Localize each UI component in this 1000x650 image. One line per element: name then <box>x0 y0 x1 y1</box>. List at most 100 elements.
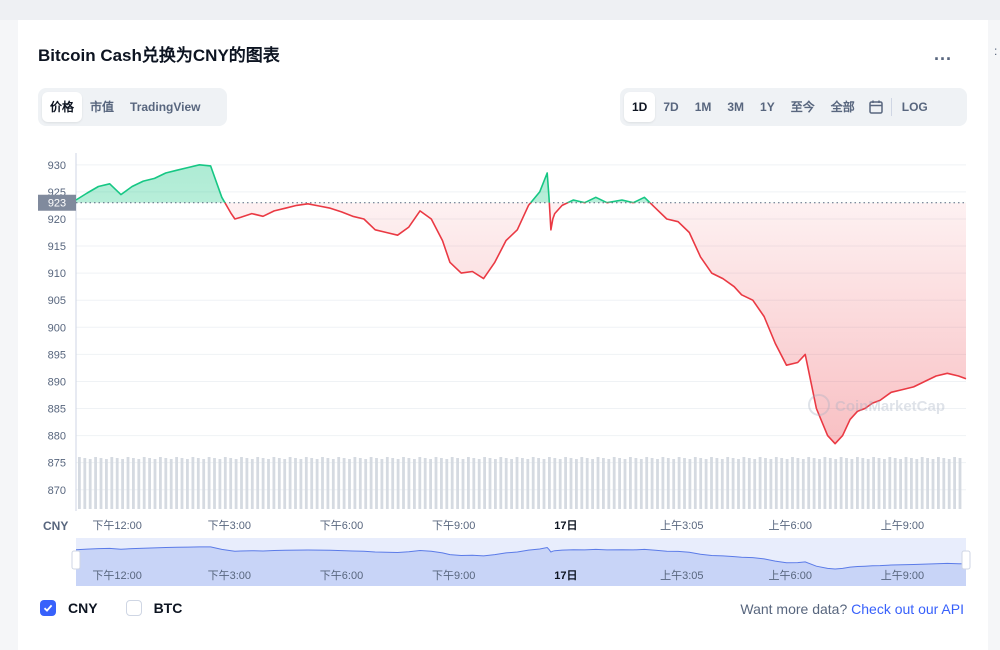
legend-label-cny: CNY <box>68 600 98 616</box>
legend-item-btc[interactable]: BTC <box>125 600 182 616</box>
x-tick-label: 上午3:05 <box>660 519 703 532</box>
volume-bar <box>148 458 151 509</box>
volume-bar <box>418 457 422 509</box>
volume-bar <box>877 458 881 509</box>
navigator-tick-label: 下午3:00 <box>208 569 251 582</box>
volume-bar <box>288 457 292 509</box>
volume-bar <box>688 459 692 509</box>
more-options-button[interactable]: ... <box>934 44 953 64</box>
check-icon[interactable] <box>40 600 56 616</box>
tab-market-cap[interactable]: 市值 <box>90 100 115 114</box>
volume-bar <box>456 458 459 509</box>
navigator-tick-label: 下午12:00 <box>92 569 142 582</box>
volume-bar <box>423 458 427 509</box>
volume-bar <box>402 457 405 509</box>
volume-bar <box>240 457 243 509</box>
x-axis-currency-label: CNY <box>43 519 68 533</box>
volume-bar <box>380 459 384 509</box>
volume-bar <box>283 459 287 509</box>
api-link[interactable]: Check out our API <box>851 601 964 617</box>
volume-bar <box>483 457 486 509</box>
price-chart[interactable]: 9309259209159109059008958908858808758709… <box>0 0 1000 600</box>
volume-bar <box>834 459 838 509</box>
volume-bar <box>331 459 335 509</box>
volume-bar <box>683 458 686 509</box>
volume-bar <box>602 458 605 509</box>
volume-bar <box>137 459 141 509</box>
volume-bar <box>261 458 265 509</box>
volume-bar <box>488 458 492 509</box>
volume-bar <box>304 457 308 509</box>
volume-bar <box>634 458 638 509</box>
volume-bar <box>872 457 875 509</box>
volume-bar <box>142 457 146 509</box>
navigator-right-handle[interactable] <box>961 550 971 570</box>
volume-bar <box>153 459 157 509</box>
volume-bar <box>650 458 654 509</box>
volume-bar <box>812 458 816 509</box>
volume-bar <box>618 458 621 509</box>
log-toggle[interactable]: LOG <box>901 100 928 114</box>
volume-bar <box>699 458 703 509</box>
y-tick-label: 910 <box>48 268 66 280</box>
volume-bar <box>250 459 254 509</box>
volume-bar <box>764 458 767 509</box>
volume-bar <box>958 458 962 509</box>
volume-bar <box>126 457 130 509</box>
volume-bar <box>164 458 168 509</box>
range-1d[interactable]: 1D <box>624 92 656 122</box>
volume-bar <box>818 459 821 509</box>
volume-bar <box>720 459 724 509</box>
edge-marker: : <box>994 44 998 58</box>
volume-bar <box>234 459 238 509</box>
volume-bar <box>569 458 573 509</box>
tab-price[interactable]: 价格 <box>42 92 83 122</box>
volume-bar <box>364 459 368 509</box>
volume-bar <box>747 458 751 509</box>
reference-tag-label: 923 <box>48 198 66 210</box>
volume-bar <box>715 458 719 509</box>
navigator-area <box>76 546 966 586</box>
volume-bar <box>391 458 395 509</box>
volume-bar <box>823 457 827 509</box>
range-1y[interactable]: 1Y <box>760 100 775 114</box>
navigator-left-handle[interactable] <box>71 550 81 570</box>
volume-bar <box>769 459 773 509</box>
volume-bar <box>245 458 249 509</box>
navigator-line <box>75 546 967 570</box>
volume-bar <box>591 459 594 509</box>
volume-bar <box>385 457 389 509</box>
checkbox-empty-icon[interactable] <box>125 600 142 616</box>
tab-tradingview[interactable]: TradingView <box>130 100 201 114</box>
volume-bar <box>169 459 173 509</box>
volume-bar <box>353 457 357 509</box>
volume-bar <box>575 459 578 509</box>
chart-type-tabs: 价格 市值 TradingView <box>38 88 227 126</box>
api-promo: Want more data? Check out our API <box>740 601 964 617</box>
volume-bar <box>558 459 562 509</box>
volume-bar <box>358 458 362 509</box>
range-1m[interactable]: 1M <box>694 100 712 114</box>
volume-bar <box>742 457 746 509</box>
range-all[interactable]: 全部 <box>830 100 855 114</box>
volume-bar <box>121 459 124 509</box>
range-7d[interactable]: 7D <box>663 100 679 114</box>
volume-bar <box>494 459 497 509</box>
volume-bar <box>472 458 476 509</box>
volume-bar <box>272 457 276 509</box>
reference-tag-bg <box>38 194 76 211</box>
volume-bar <box>115 458 119 509</box>
volume-bar <box>531 457 535 509</box>
volume-bar <box>828 458 832 509</box>
volume-bar <box>861 458 865 509</box>
volume-bar <box>780 458 784 509</box>
calendar-icon[interactable] <box>863 92 889 122</box>
legend-item-cny[interactable]: CNY <box>40 600 98 616</box>
range-3m[interactable]: 3M <box>727 100 745 114</box>
volume-bar <box>99 458 103 509</box>
volume-bar <box>83 458 87 509</box>
navigator-tick-label: 上午9:00 <box>881 569 924 582</box>
volume-bar <box>548 457 551 509</box>
range-ytd[interactable]: 至今 <box>790 100 815 114</box>
volume-bar <box>839 457 843 509</box>
